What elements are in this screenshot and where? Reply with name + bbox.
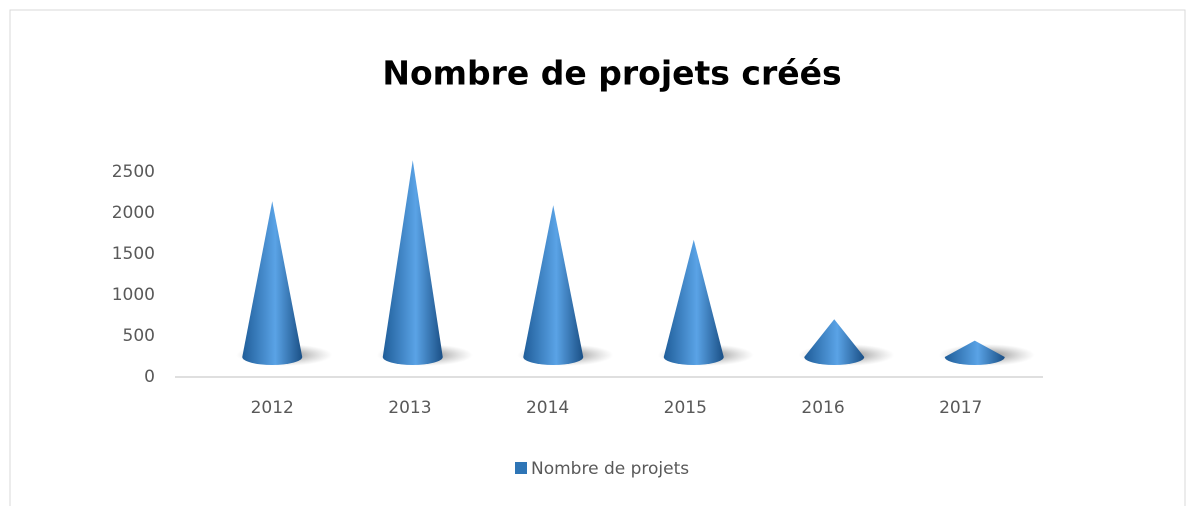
y-tick-label: 500 xyxy=(123,326,155,346)
cone xyxy=(523,205,584,365)
y-tick-label: 1500 xyxy=(112,244,155,264)
x-tick-label: 2013 xyxy=(388,398,431,418)
x-tick-label: 2014 xyxy=(526,398,569,418)
y-tick-label: 2000 xyxy=(112,203,155,223)
x-tick-label: 2012 xyxy=(251,398,294,418)
x-tick-label: 2015 xyxy=(664,398,707,418)
legend-swatch xyxy=(515,462,527,474)
cone xyxy=(663,239,724,365)
x-tick-label: 2017 xyxy=(939,398,982,418)
y-tick-label: 2500 xyxy=(112,162,155,182)
cone xyxy=(944,340,1005,365)
cone xyxy=(242,201,303,365)
x-tick-label: 2016 xyxy=(801,398,844,418)
chart-title: Nombre de projets créés xyxy=(382,54,841,93)
y-tick-label: 1000 xyxy=(112,285,155,305)
cone xyxy=(804,319,865,365)
cone xyxy=(382,160,443,365)
y-tick-label: 0 xyxy=(144,367,155,387)
legend-label: Nombre de projets xyxy=(531,459,689,479)
chart-border xyxy=(9,9,1186,510)
